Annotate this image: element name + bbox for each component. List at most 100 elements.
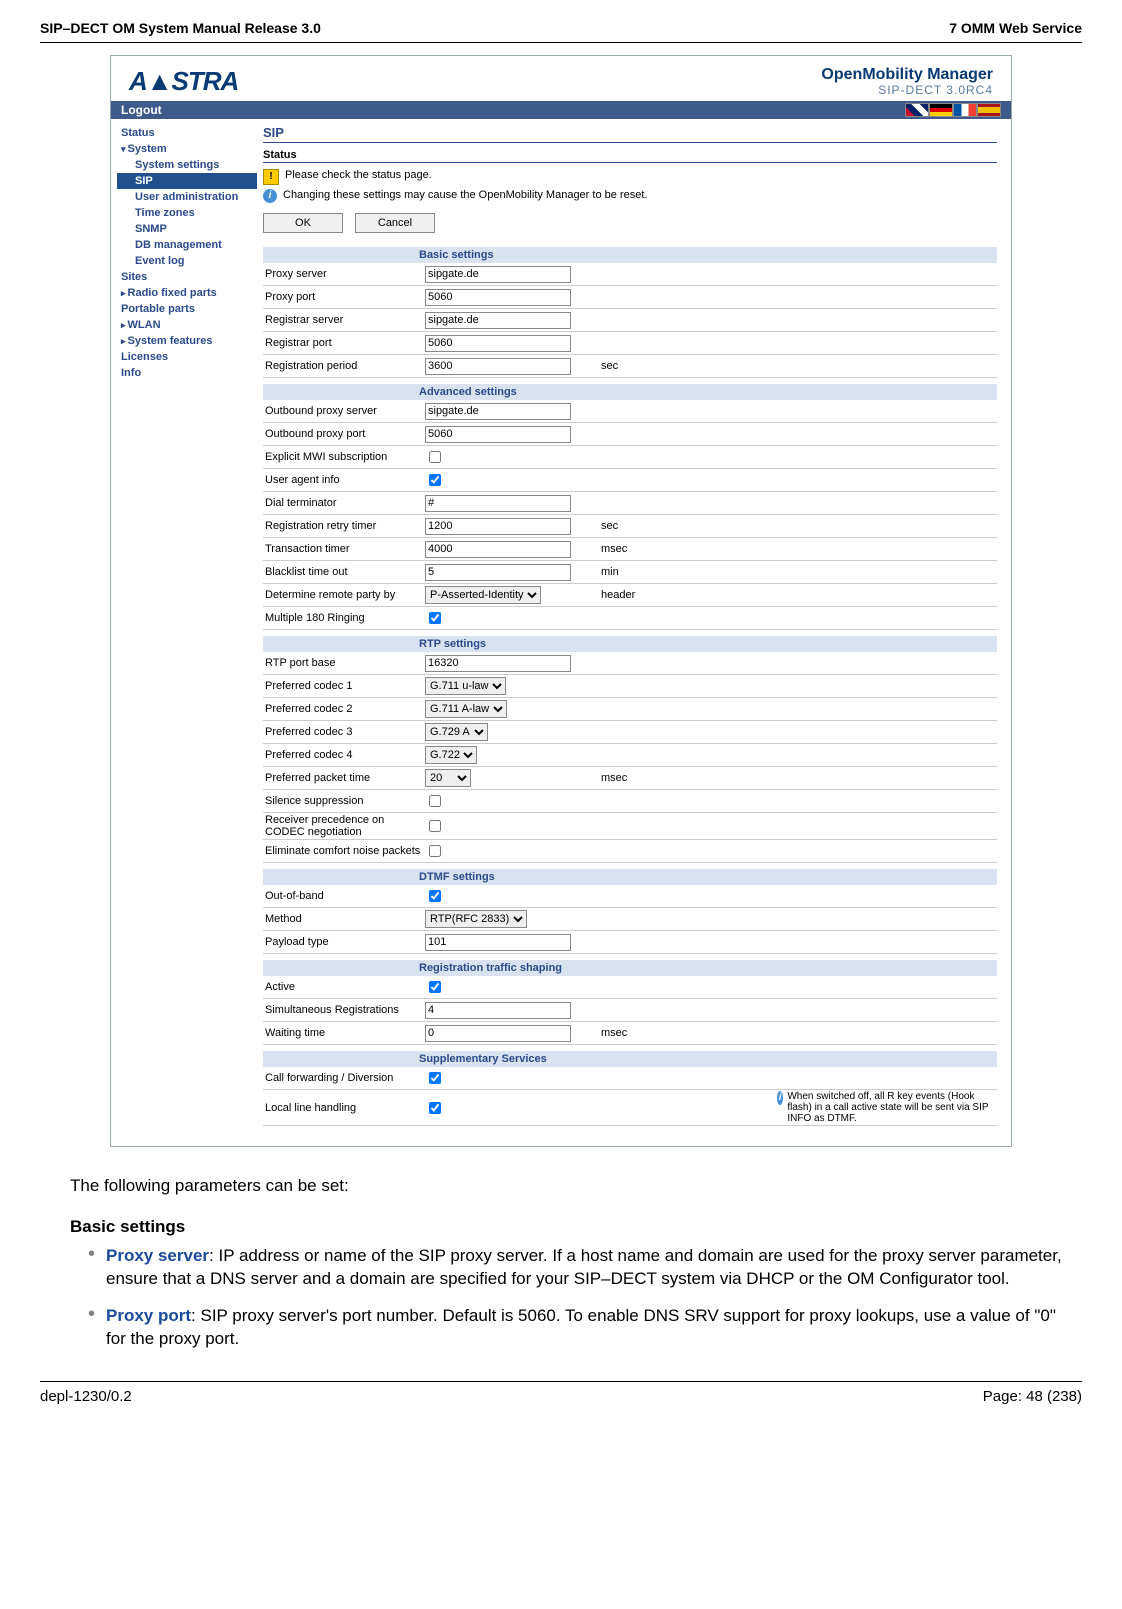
checkbox-input[interactable]: [429, 474, 441, 486]
text-input[interactable]: [425, 655, 571, 672]
lang-es-icon[interactable]: [977, 103, 1001, 117]
sidebar-item-event-log[interactable]: Event log: [117, 253, 257, 269]
lang-fr-icon[interactable]: [953, 103, 977, 117]
checkbox-input[interactable]: [429, 890, 441, 902]
select-input[interactable]: G.711 A-law: [425, 700, 507, 718]
bullet-proxy-server: Proxy server: IP address or name of the …: [92, 1245, 1072, 1291]
sidebar-item-wlan[interactable]: WLAN: [117, 317, 257, 333]
select-input[interactable]: G.729 A: [425, 723, 488, 741]
form-row: Preferred codec 2G.711 A-law: [263, 698, 997, 721]
field-label: Registration retry timer: [263, 520, 425, 532]
lang-en-icon[interactable]: [905, 103, 929, 117]
intro-paragraph: The following parameters can be set:: [70, 1175, 1072, 1198]
checkbox-input[interactable]: [429, 845, 441, 857]
form-row: Registrar port: [263, 332, 997, 355]
text-input[interactable]: [425, 426, 571, 443]
form-row: Dial terminator: [263, 492, 997, 515]
sidebar-item-licenses[interactable]: Licenses: [117, 349, 257, 365]
main-content: SIP Status ! Please check the status pag…: [257, 119, 1011, 1146]
field-label: Registration period: [263, 360, 425, 372]
checkbox-input[interactable]: [429, 795, 441, 807]
form-row: Proxy server: [263, 263, 997, 286]
sidebar-item-portable-parts[interactable]: Portable parts: [117, 301, 257, 317]
checkbox-input[interactable]: [429, 820, 441, 832]
field-suffix: msec: [595, 772, 627, 784]
field-label: Call forwarding / Diversion: [263, 1072, 425, 1084]
form-row: User agent info: [263, 469, 997, 492]
doc-header-right: 7 OMM Web Service: [949, 20, 1082, 36]
field-label: Preferred codec 1: [263, 680, 425, 692]
text-input[interactable]: [425, 358, 571, 375]
text-input[interactable]: [425, 289, 571, 306]
section-header-dtmf-settings: DTMF settings: [263, 869, 997, 885]
form-row: Call forwarding / Diversion: [263, 1067, 997, 1090]
form-row: Registrar server: [263, 309, 997, 332]
form-row: RTP port base: [263, 652, 997, 675]
document-body-text: The following parameters can be set: Bas…: [70, 1175, 1072, 1351]
form-row: Preferred codec 1G.711 u-law: [263, 675, 997, 698]
checkbox-input[interactable]: [429, 1072, 441, 1084]
checkbox-input[interactable]: [429, 451, 441, 463]
select-input[interactable]: RTP(RFC 2833): [425, 910, 527, 928]
ui-topbar-brand: A▲STRA OpenMobility Manager SIP-DECT 3.0…: [111, 56, 1011, 101]
sidebar-item-sites[interactable]: Sites: [117, 269, 257, 285]
basic-settings-heading: Basic settings: [70, 1216, 1072, 1239]
doc-footer-right: Page: 48 (238): [983, 1388, 1082, 1405]
sidebar-item-user-administration[interactable]: User administration: [117, 189, 257, 205]
text-input[interactable]: [425, 564, 571, 581]
text-input[interactable]: [425, 495, 571, 512]
sidebar-item-system[interactable]: System: [117, 141, 257, 157]
select-input[interactable]: G.711 u-law: [425, 677, 506, 695]
field-label: Preferred packet time: [263, 772, 425, 784]
field-label: Out-of-band: [263, 890, 425, 902]
text-input[interactable]: [425, 518, 571, 535]
field-label: Outbound proxy port: [263, 428, 425, 440]
sidebar-item-time-zones[interactable]: Time zones: [117, 205, 257, 221]
sidebar-item-db-management[interactable]: DB management: [117, 237, 257, 253]
field-label: Transaction timer: [263, 543, 425, 555]
bullet-proxy-port: Proxy port: SIP proxy server's port numb…: [92, 1305, 1072, 1351]
form-row: Simultaneous Registrations: [263, 999, 997, 1022]
sidebar-item-status[interactable]: Status: [117, 125, 257, 141]
text-input[interactable]: [425, 541, 571, 558]
checkbox-input[interactable]: [429, 612, 441, 624]
form-row: Active: [263, 976, 997, 999]
sidebar-item-system-settings[interactable]: System settings: [117, 157, 257, 173]
sidebar-item-snmp[interactable]: SNMP: [117, 221, 257, 237]
checkbox-input[interactable]: [429, 1102, 441, 1114]
sidebar-item-sip[interactable]: SIP: [117, 173, 257, 189]
cancel-button[interactable]: Cancel: [355, 213, 435, 233]
form-row: Multiple 180 Ringing: [263, 607, 997, 630]
text-input[interactable]: [425, 934, 571, 951]
field-label: Multiple 180 Ringing: [263, 612, 425, 624]
status-heading: Status: [263, 149, 997, 163]
select-input[interactable]: G.722: [425, 746, 477, 764]
logout-link[interactable]: Logout: [121, 103, 162, 117]
field-label: Active: [263, 981, 425, 993]
select-input[interactable]: P-Asserted-Identity: [425, 586, 541, 604]
form-row: MethodRTP(RFC 2833): [263, 908, 997, 931]
text-input[interactable]: [425, 335, 571, 352]
sidebar-item-info[interactable]: Info: [117, 365, 257, 381]
info-icon: i: [263, 189, 277, 203]
form-row: Preferred packet time20 msec: [263, 767, 997, 790]
form-row: Payload type: [263, 931, 997, 954]
select-input[interactable]: 20: [425, 769, 471, 787]
text-input[interactable]: [425, 1002, 571, 1019]
sidebar-item-system-features[interactable]: System features: [117, 333, 257, 349]
checkbox-input[interactable]: [429, 981, 441, 993]
lang-de-icon[interactable]: [929, 103, 953, 117]
field-suffix: msec: [595, 1027, 627, 1039]
form-row: Preferred codec 4G.722: [263, 744, 997, 767]
form-row: Transaction timermsec: [263, 538, 997, 561]
text-input[interactable]: [425, 266, 571, 283]
text-input[interactable]: [425, 403, 571, 420]
text-input[interactable]: [425, 1025, 571, 1042]
ok-button[interactable]: OK: [263, 213, 343, 233]
form-row: Out-of-band: [263, 885, 997, 908]
text-input[interactable]: [425, 312, 571, 329]
sidebar-item-radio-fixed-parts[interactable]: Radio fixed parts: [117, 285, 257, 301]
screenshot: A▲STRA OpenMobility Manager SIP-DECT 3.0…: [110, 55, 1012, 1147]
brand-logo: A▲STRA: [129, 66, 238, 97]
field-label: Registrar server: [263, 314, 425, 326]
